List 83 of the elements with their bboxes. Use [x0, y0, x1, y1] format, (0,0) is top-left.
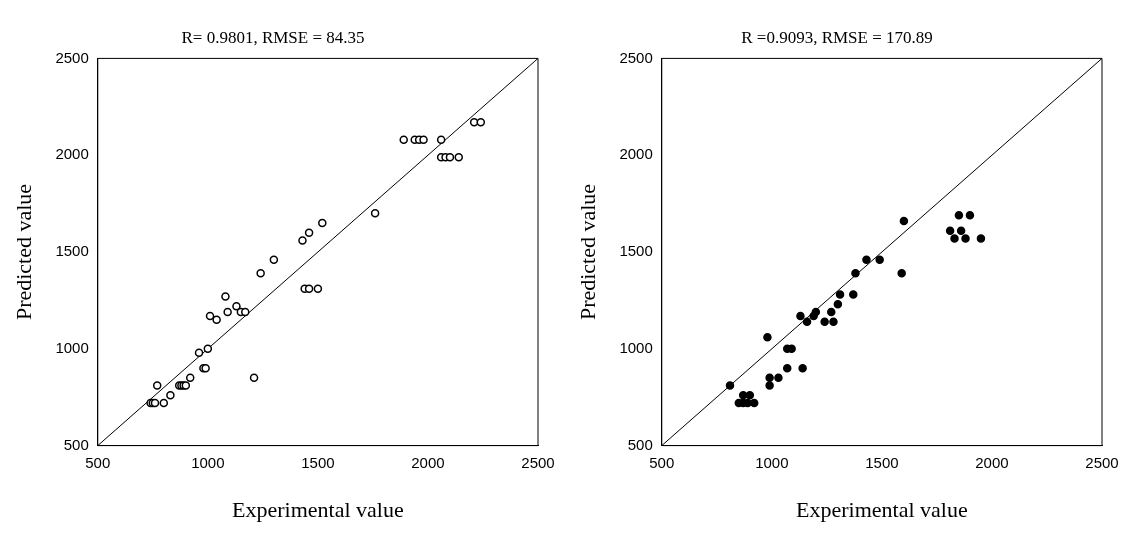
point: [796, 311, 805, 321]
y-tick-label: 1500: [55, 242, 89, 260]
point: [829, 317, 838, 326]
x-tick-label: 2500: [521, 453, 555, 471]
point: [945, 226, 955, 235]
x-axis-title: Experimental value: [232, 496, 404, 522]
point: [166, 391, 175, 400]
point: [249, 373, 259, 383]
y-tick-label: 2500: [55, 48, 89, 66]
point: [827, 307, 836, 317]
point: [205, 311, 215, 321]
y-tick-label: 1000: [619, 338, 653, 356]
point: [318, 218, 327, 228]
y-tick-label: 2000: [619, 145, 653, 163]
point: [820, 317, 829, 326]
point: [774, 373, 783, 383]
point: [298, 236, 307, 245]
point: [798, 363, 807, 373]
x-tick-label: 500: [85, 453, 111, 471]
point: [232, 301, 241, 311]
point: [835, 290, 845, 299]
point: [223, 307, 232, 317]
point: [476, 118, 486, 127]
point: [203, 344, 213, 354]
point: [765, 381, 774, 390]
y-tick-label: 2500: [619, 48, 653, 66]
x-tick-label: 500: [649, 453, 675, 471]
point: [152, 381, 162, 390]
point: [419, 135, 428, 144]
point: [304, 228, 314, 237]
chart-title: R =0.9093, RMSE = 170.89: [741, 27, 933, 47]
point: [399, 135, 408, 144]
point: [269, 255, 279, 264]
point: [862, 255, 871, 264]
point: [745, 391, 755, 400]
x-tick-label: 1500: [301, 453, 335, 471]
point: [725, 381, 735, 390]
point: [313, 284, 323, 294]
point: [454, 152, 464, 162]
x-tick-label: 2500: [1085, 453, 1119, 471]
point: [833, 300, 843, 309]
y-tick-label: 500: [627, 435, 653, 453]
x-tick-label: 1500: [865, 453, 899, 471]
point: [849, 290, 858, 299]
point: [185, 373, 195, 383]
point: [436, 135, 446, 144]
point: [370, 209, 380, 218]
point: [256, 269, 265, 278]
point: [950, 234, 959, 243]
chart-title: R= 0.9801, RMSE = 84.35: [181, 27, 365, 47]
y-tick-label: 1500: [619, 242, 653, 260]
point: [445, 152, 455, 162]
point: [765, 373, 774, 383]
y-tick-label: 2000: [55, 145, 89, 163]
x-tick-label: 2000: [975, 453, 1009, 471]
point: [241, 307, 250, 317]
point: [763, 332, 772, 342]
y-tick-label: 1000: [55, 338, 89, 356]
point: [212, 315, 221, 325]
y-axis-title: Predicted value: [574, 183, 600, 321]
point: [802, 317, 812, 326]
x-tick-label: 1000: [191, 453, 225, 471]
y-tick-label: 500: [63, 435, 89, 453]
point: [899, 216, 909, 226]
point: [956, 226, 966, 235]
point: [811, 307, 821, 317]
x-tick-label: 1000: [755, 453, 789, 471]
y-axis-title: Predicted value: [10, 183, 36, 321]
point: [875, 255, 884, 264]
point: [159, 398, 169, 408]
point: [851, 269, 860, 278]
point: [976, 234, 986, 243]
point: [897, 269, 906, 278]
x-tick-label: 2000: [411, 453, 445, 471]
point: [304, 284, 314, 294]
point: [961, 234, 970, 243]
point: [782, 363, 792, 373]
x-axis-title: Experimental value: [796, 496, 968, 522]
point: [469, 118, 479, 127]
point: [954, 210, 964, 220]
point: [221, 292, 230, 301]
point: [965, 210, 975, 220]
point: [194, 348, 204, 357]
